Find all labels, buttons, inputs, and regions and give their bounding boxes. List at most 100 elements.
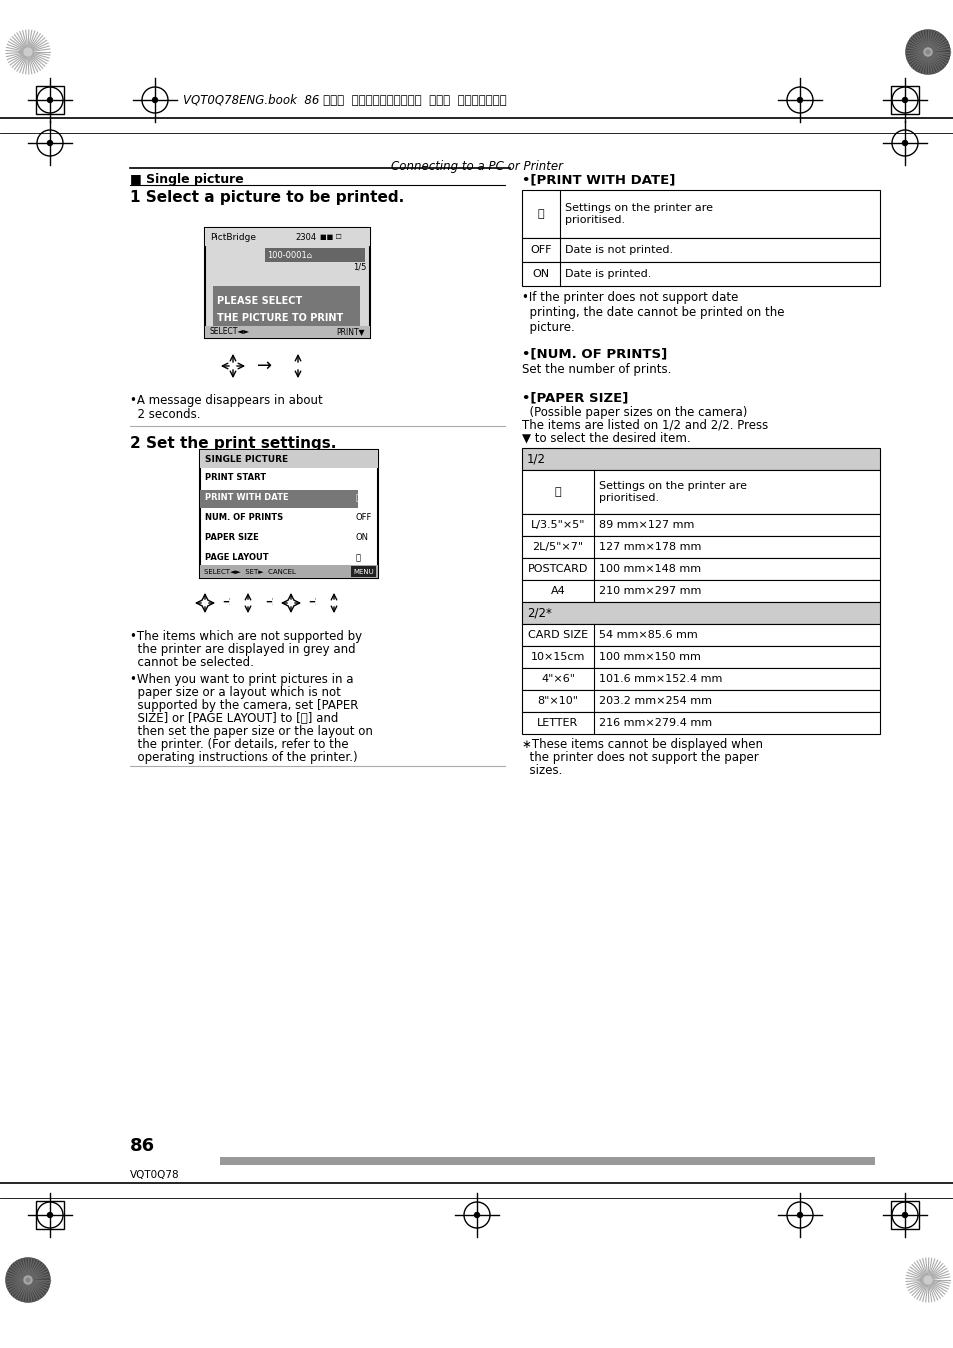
Text: SIZE] or [PAGE LAYOUT] to [⎙] and: SIZE] or [PAGE LAYOUT] to [⎙] and	[130, 712, 338, 725]
Text: The items are listed on 1/2 and 2/2. Press: The items are listed on 1/2 and 2/2. Pre…	[521, 419, 767, 431]
Text: OFF: OFF	[355, 514, 372, 523]
Text: ■ Single picture: ■ Single picture	[130, 173, 244, 186]
Circle shape	[24, 1277, 32, 1285]
Bar	[890, 86, 918, 115]
Bar	[265, 248, 365, 262]
Text: Settings on the printer are
prioritised.: Settings on the printer are prioritised.	[598, 481, 746, 503]
Bar	[521, 448, 879, 470]
Text: SINGLE PICTURE: SINGLE PICTURE	[205, 454, 288, 464]
Bar	[205, 228, 370, 245]
Bar	[200, 450, 377, 468]
Bar	[521, 262, 879, 286]
Text: 100 mm×148 mm: 100 mm×148 mm	[598, 563, 700, 574]
Bar	[213, 286, 359, 326]
Circle shape	[230, 585, 266, 621]
Text: sizes.: sizes.	[521, 764, 561, 776]
Circle shape	[152, 97, 157, 102]
Bar	[200, 450, 377, 578]
Circle shape	[905, 30, 949, 74]
Text: VQT0Q78ENG.book  86 ページ  ２００５年２月１４日  月曜日  午後１時１５分: VQT0Q78ENG.book 86 ページ ２００５年２月１４日 月曜日 午後…	[183, 93, 506, 106]
Text: cannot be selected.: cannot be selected.	[130, 656, 253, 669]
Circle shape	[48, 1212, 52, 1217]
Text: 101.6 mm×152.4 mm: 101.6 mm×152.4 mm	[598, 674, 721, 683]
Text: →: →	[219, 594, 233, 612]
Bar	[521, 646, 879, 669]
Circle shape	[187, 585, 223, 621]
Bar	[521, 239, 879, 262]
Text: PAPER SIZE: PAPER SIZE	[205, 534, 258, 542]
Text: Date is printed.: Date is printed.	[564, 270, 651, 279]
Circle shape	[902, 1212, 906, 1217]
Bar	[521, 537, 879, 558]
Text: Settings on the printer are
prioritised.: Settings on the printer are prioritised.	[564, 204, 712, 225]
Text: 86: 86	[130, 1136, 155, 1155]
Bar	[521, 690, 879, 712]
Text: Connecting to a PC or Printer: Connecting to a PC or Printer	[391, 160, 562, 173]
Circle shape	[797, 97, 801, 102]
Bar	[205, 326, 370, 338]
Text: PRINT START: PRINT START	[205, 473, 266, 483]
Text: ⎙ ►: ⎙ ►	[355, 493, 370, 503]
Text: THE PICTURE TO PRINT: THE PICTURE TO PRINT	[216, 313, 343, 324]
Bar	[890, 1201, 918, 1229]
Bar	[36, 1201, 64, 1229]
Text: 203.2 mm×254 mm: 203.2 mm×254 mm	[598, 696, 711, 706]
Text: 4"×6": 4"×6"	[540, 674, 575, 683]
Text: A4: A4	[550, 586, 565, 596]
Text: supported by the camera, set [PAPER: supported by the camera, set [PAPER	[130, 700, 358, 712]
Text: •If the printer does not support date
  printing, the date cannot be printed on : •If the printer does not support date pr…	[521, 291, 783, 334]
Text: 8"×10": 8"×10"	[537, 696, 578, 706]
Text: Date is not printed.: Date is not printed.	[564, 245, 673, 255]
Text: SELECT◄►  SET►  CANCEL: SELECT◄► SET► CANCEL	[204, 569, 295, 574]
Text: VQT0Q78: VQT0Q78	[130, 1170, 179, 1180]
Text: paper size or a layout which is not: paper size or a layout which is not	[130, 686, 340, 700]
Bar	[521, 514, 879, 537]
Text: 1/2: 1/2	[526, 453, 545, 465]
Circle shape	[6, 1258, 50, 1302]
Bar	[220, 1157, 874, 1165]
Text: NUM. OF PRINTS: NUM. OF PRINTS	[205, 514, 283, 523]
Text: L/3.5"×5": L/3.5"×5"	[530, 520, 584, 530]
Text: 127 mm×178 mm: 127 mm×178 mm	[598, 542, 700, 551]
Text: 10×15cm: 10×15cm	[530, 652, 584, 662]
Text: →: →	[305, 594, 318, 612]
Text: PLEASE SELECT: PLEASE SELECT	[216, 297, 302, 306]
Text: MENU: MENU	[354, 569, 374, 574]
Text: 89 mm×127 mm: 89 mm×127 mm	[598, 520, 694, 530]
Bar	[521, 580, 879, 603]
Text: the printer. (For details, refer to the: the printer. (For details, refer to the	[130, 737, 348, 751]
Text: •The items which are not supported by: •The items which are not supported by	[130, 630, 362, 643]
Text: PRINT▼: PRINT▼	[336, 328, 365, 337]
Text: POSTCARD: POSTCARD	[527, 563, 588, 574]
Circle shape	[213, 346, 253, 386]
Circle shape	[26, 1278, 30, 1282]
Circle shape	[315, 585, 352, 621]
Circle shape	[902, 140, 906, 146]
Bar	[351, 566, 375, 577]
Text: 2 seconds.: 2 seconds.	[130, 408, 200, 421]
Text: ⎙: ⎙	[554, 487, 560, 497]
Text: 1/5: 1/5	[353, 262, 366, 271]
Text: PRINT WITH DATE: PRINT WITH DATE	[205, 493, 289, 503]
Bar	[200, 565, 377, 578]
Text: CARD SIZE: CARD SIZE	[527, 630, 587, 640]
Circle shape	[24, 49, 32, 57]
Circle shape	[273, 585, 309, 621]
Text: ∗These items cannot be displayed when: ∗These items cannot be displayed when	[521, 737, 762, 751]
Text: 2 Set the print settings.: 2 Set the print settings.	[130, 435, 336, 452]
Text: ▼ to select the desired item.: ▼ to select the desired item.	[521, 431, 690, 445]
Text: 100 mm×150 mm: 100 mm×150 mm	[598, 652, 700, 662]
Text: LETTER: LETTER	[537, 718, 578, 728]
Text: 210 mm×297 mm: 210 mm×297 mm	[598, 586, 700, 596]
Circle shape	[925, 50, 929, 54]
Bar	[521, 712, 879, 735]
Text: →: →	[257, 357, 273, 375]
Bar	[521, 558, 879, 580]
Text: the printer does not support the paper: the printer does not support the paper	[521, 751, 758, 764]
Circle shape	[277, 346, 317, 386]
Text: operating instructions of the printer.): operating instructions of the printer.)	[130, 751, 357, 764]
Text: PAGE LAYOUT: PAGE LAYOUT	[205, 554, 269, 562]
Text: •[NUM. OF PRINTS]: •[NUM. OF PRINTS]	[521, 346, 666, 360]
Text: Set the number of prints.: Set the number of prints.	[521, 363, 671, 376]
Text: •A message disappears in about: •A message disappears in about	[130, 394, 322, 407]
